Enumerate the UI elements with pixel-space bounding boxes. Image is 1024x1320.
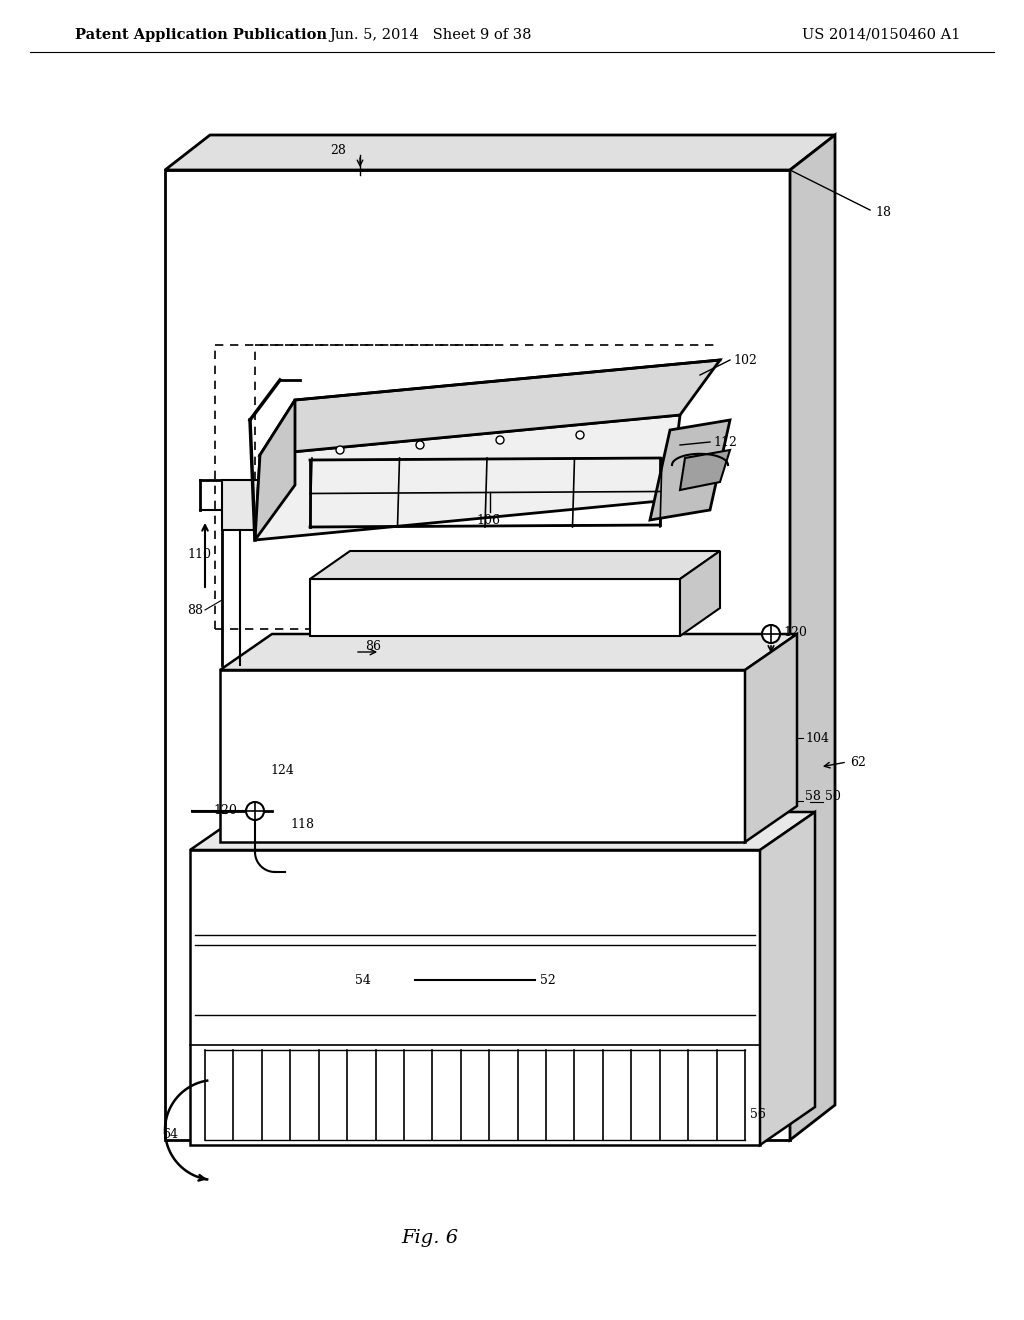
Polygon shape — [222, 480, 319, 531]
Polygon shape — [310, 550, 720, 579]
Polygon shape — [745, 634, 797, 842]
Polygon shape — [165, 170, 790, 1140]
Polygon shape — [260, 360, 720, 455]
Text: 102: 102 — [733, 354, 757, 367]
Polygon shape — [310, 579, 680, 636]
Text: 112: 112 — [713, 436, 737, 449]
Text: Fig. 6: Fig. 6 — [401, 1229, 459, 1247]
Text: 50: 50 — [825, 791, 841, 804]
Polygon shape — [680, 550, 720, 636]
Text: Patent Application Publication: Patent Application Publication — [75, 28, 327, 42]
Polygon shape — [255, 400, 295, 540]
Polygon shape — [165, 135, 835, 170]
Text: 56: 56 — [750, 1109, 766, 1122]
Circle shape — [416, 441, 424, 449]
Text: 88: 88 — [187, 603, 203, 616]
Text: 120: 120 — [213, 804, 237, 817]
Text: 86: 86 — [365, 640, 381, 653]
Circle shape — [762, 624, 780, 643]
Text: 110: 110 — [187, 549, 211, 561]
Text: 104: 104 — [805, 731, 829, 744]
Text: 120: 120 — [783, 626, 807, 639]
Polygon shape — [680, 450, 730, 490]
Polygon shape — [255, 414, 680, 540]
Polygon shape — [760, 812, 815, 1144]
Text: 64: 64 — [162, 1129, 178, 1142]
Circle shape — [575, 432, 584, 440]
Text: 106: 106 — [476, 513, 500, 527]
Text: 118: 118 — [290, 818, 314, 832]
Text: Jun. 5, 2014   Sheet 9 of 38: Jun. 5, 2014 Sheet 9 of 38 — [329, 28, 531, 42]
Text: 52: 52 — [540, 974, 556, 986]
Text: 58: 58 — [805, 789, 821, 803]
Polygon shape — [190, 850, 760, 1144]
Text: 54: 54 — [355, 974, 371, 986]
Circle shape — [336, 446, 344, 454]
Polygon shape — [220, 671, 745, 842]
Polygon shape — [220, 634, 797, 671]
Circle shape — [246, 803, 264, 820]
Text: 28: 28 — [330, 144, 346, 157]
Text: 62: 62 — [850, 755, 866, 768]
Polygon shape — [790, 135, 835, 1140]
Polygon shape — [650, 420, 730, 520]
Text: 18: 18 — [874, 206, 891, 219]
Text: US 2014/0150460 A1: US 2014/0150460 A1 — [802, 28, 961, 42]
Circle shape — [496, 436, 504, 444]
Text: 124: 124 — [270, 764, 294, 777]
Polygon shape — [190, 812, 815, 850]
